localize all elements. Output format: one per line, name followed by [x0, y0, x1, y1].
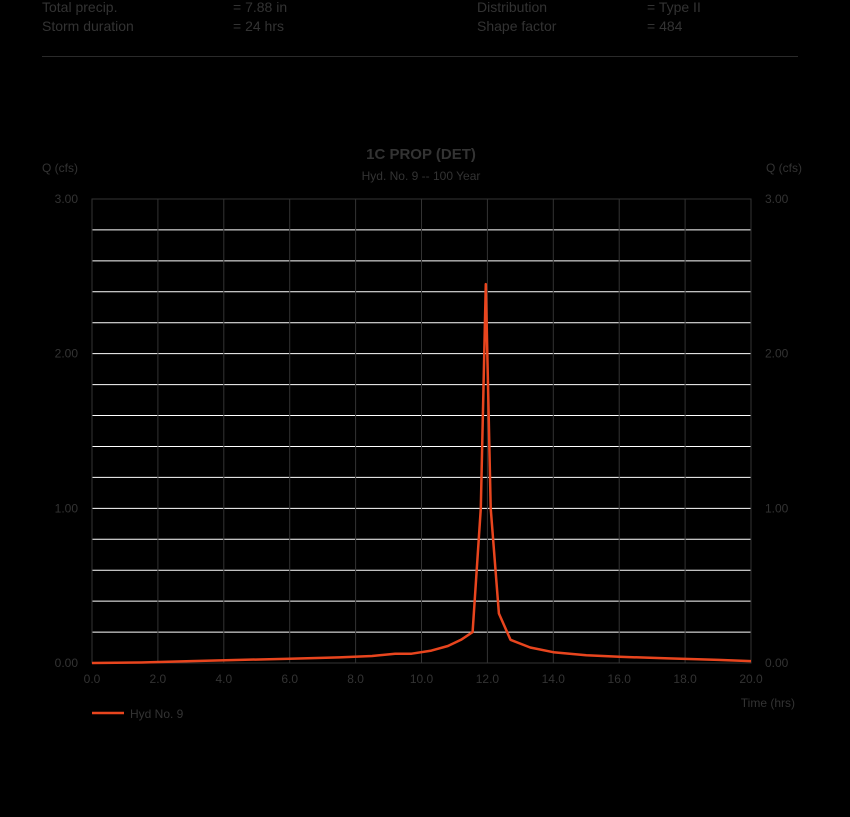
x-tick-label: 10.0 [410, 672, 434, 686]
total-precip-label: Total precip. [42, 0, 118, 15]
y-axis-label-right: Q (cfs) [766, 161, 802, 175]
x-tick-label: 4.0 [215, 672, 232, 686]
shape-factor-value: = 484 [647, 18, 683, 34]
x-tick-label: 12.0 [476, 672, 500, 686]
y-tick-label-right: 3.00 [765, 192, 789, 206]
y-axis-label-left: Q (cfs) [42, 161, 78, 175]
total-precip-value: = 7.88 in [233, 0, 288, 15]
shape-factor-label: Shape factor [477, 18, 557, 34]
y-tick-label-right: 2.00 [765, 347, 789, 361]
x-tick-label: 0.0 [84, 672, 101, 686]
x-tick-label: 20.0 [739, 672, 763, 686]
grid-lines [92, 199, 751, 663]
x-axis-label: Time (hrs) [741, 696, 795, 710]
series-layer [91, 282, 752, 665]
series-line-hyd-no-9 [91, 282, 752, 665]
x-tick-label: 6.0 [281, 672, 298, 686]
y-tick-label-left: 0.00 [55, 656, 79, 670]
x-tick-label: 14.0 [542, 672, 566, 686]
x-tick-label: 2.0 [150, 672, 167, 686]
chart-subtitle: Hyd. No. 9 -- 100 Year [362, 169, 481, 183]
y-tick-label-left: 1.00 [55, 501, 79, 515]
y-tick-label-right: 1.00 [765, 501, 789, 515]
legend-label-hyd-no-9: Hyd No. 9 [130, 707, 184, 721]
header-divider [42, 56, 798, 57]
storm-duration-value: = 24 hrs [233, 18, 284, 34]
y-tick-label-right: 0.00 [765, 656, 789, 670]
x-tick-label: 8.0 [347, 672, 364, 686]
storm-duration-label: Storm duration [42, 18, 134, 34]
distribution-value: = Type II [647, 0, 701, 15]
y-tick-label-left: 2.00 [55, 347, 79, 361]
chart-title: 1C PROP (DET) [366, 146, 476, 163]
tick-labels: 0.0 2.0 4.0 6.0 8.0 10.0 12.0 14.0 16.0 18.0 20.00… [55, 192, 789, 686]
legend: Hyd No. 9 [92, 707, 184, 721]
distribution-label: Distribution [477, 0, 548, 15]
x-tick-label: 18.0 [673, 672, 697, 686]
x-tick-label: 16.0 [608, 672, 632, 686]
y-tick-label-left: 3.00 [55, 192, 79, 206]
plot-frame [91, 198, 752, 664]
